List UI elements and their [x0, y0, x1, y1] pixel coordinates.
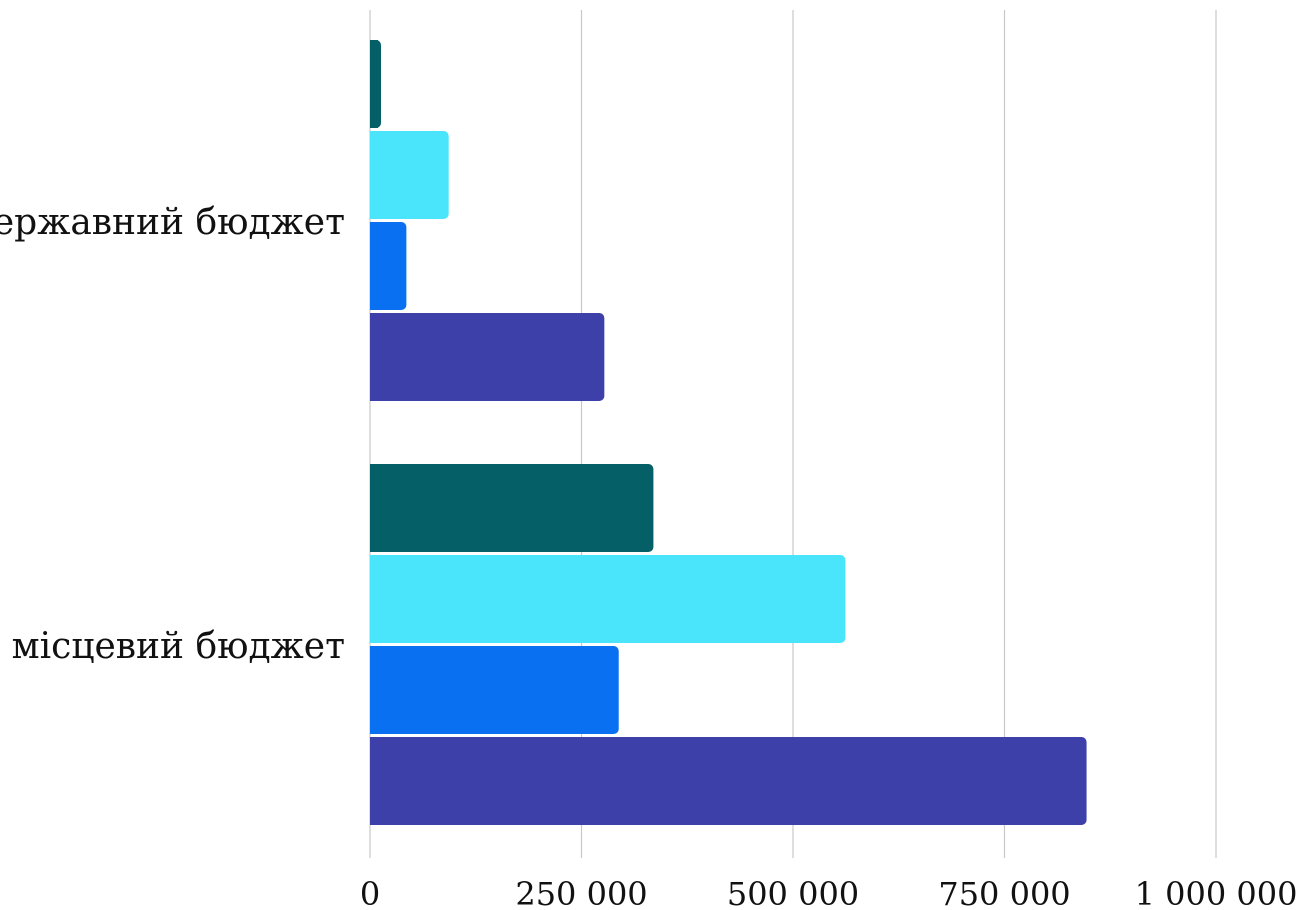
x-tick-label-3: 750 000 — [938, 875, 1070, 910]
bar-cat1-series3 — [370, 737, 1087, 825]
bar-base-cat0-series1 — [370, 131, 378, 219]
bar-base-cat0-series3 — [370, 313, 378, 401]
bar-cat0-series3 — [370, 313, 605, 401]
bar-base-cat0-series2 — [370, 222, 378, 310]
bar-base-cat0-series0 — [370, 40, 378, 128]
x-tick-label-0: 0 — [360, 875, 380, 910]
category-label-1: місцевий бюджет — [12, 626, 345, 667]
bar-cat1-series0 — [370, 464, 654, 552]
bar-base-cat1-series3 — [370, 737, 378, 825]
bar-cat1-series1 — [370, 555, 846, 643]
bar-base-cat1-series2 — [370, 646, 378, 734]
bar-base-cat1-series1 — [370, 555, 378, 643]
bar-cat0-series1 — [370, 131, 449, 219]
x-axis-tick-labels: 0 250 000 500 000 750 000 1 000 000 — [360, 875, 1298, 910]
x-tick-label-1: 250 000 — [515, 875, 647, 910]
bar-cat0-series2 — [370, 222, 407, 310]
category-label-0: державний бюджет — [0, 202, 345, 243]
category-labels: державний бюджет місцевий бюджет — [0, 202, 345, 667]
bars — [370, 40, 1087, 825]
bar-cat1-series2 — [370, 646, 619, 734]
bar-base-cat1-series0 — [370, 464, 378, 552]
x-tick-label-2: 500 000 — [727, 875, 859, 910]
x-tick-label-4: 1 000 000 — [1135, 875, 1298, 910]
